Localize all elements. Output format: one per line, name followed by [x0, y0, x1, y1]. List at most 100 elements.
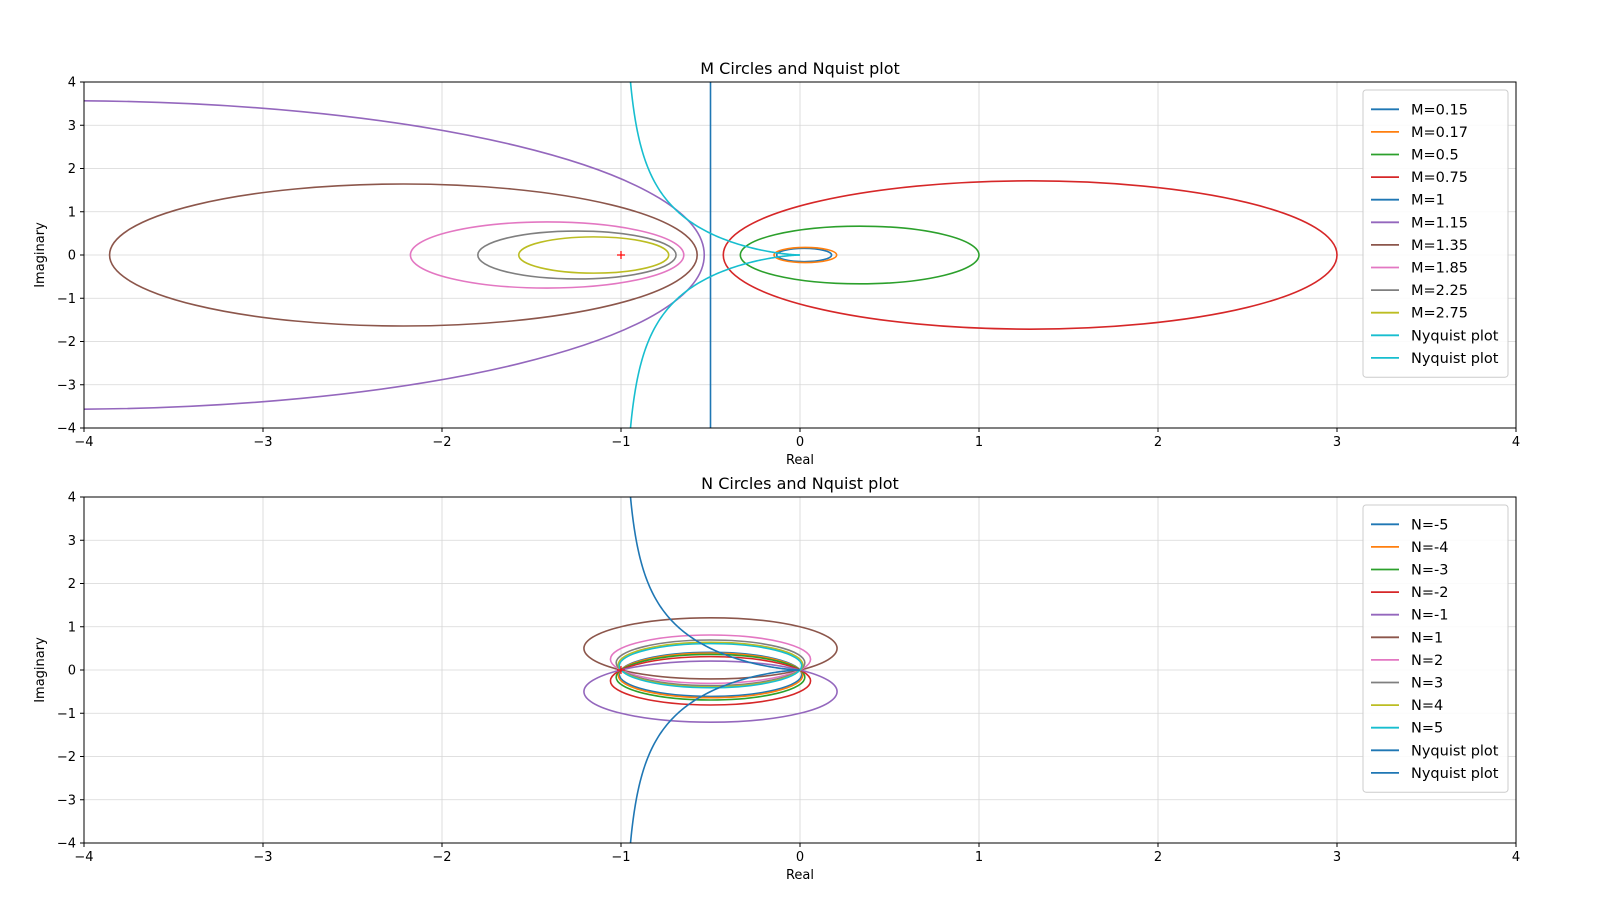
- legend-label: N=-4: [1411, 540, 1448, 556]
- legend-entry: N=-3: [1371, 563, 1448, 579]
- legend-entry: N=-5: [1371, 517, 1448, 533]
- y-tick-label: −3: [57, 378, 76, 393]
- chart-title: N Circles and Nquist plot: [701, 474, 899, 493]
- y-tick-label: −3: [57, 793, 76, 808]
- n-circles-plot: −4 −3 −2 −1 0 1 2 3 4 −4 −3 −2 −1 0 1 2 3 4 N Circles and…: [33, 474, 1520, 883]
- x-tick-label: −1: [611, 435, 630, 450]
- legend-label: Nyquist plot: [1411, 766, 1499, 782]
- legend-entry: M=2.25: [1371, 283, 1468, 299]
- series-nyquist-plot-lower: [629, 82, 800, 256]
- y-tick-label: −4: [57, 422, 76, 437]
- legend-entry: N=5: [1371, 721, 1443, 737]
- y-tick-label: 4: [68, 491, 76, 506]
- legend-label: N=3: [1411, 676, 1443, 692]
- y-tick-label: 0: [68, 249, 76, 264]
- series-m-1.85-circle: [409, 221, 685, 289]
- series-n--1-circle: [583, 660, 838, 724]
- series-n-2-circle: [609, 634, 812, 685]
- legend-entry: N=-4: [1371, 540, 1448, 556]
- legend-entry: N=-2: [1371, 585, 1448, 601]
- y-tick-label: −4: [57, 837, 76, 852]
- legend-label: N=2: [1411, 653, 1443, 669]
- series-m-2.75-circle: [517, 236, 670, 274]
- legend-label: M=0.75: [1411, 170, 1468, 186]
- series-n--4-circle: [617, 652, 804, 699]
- x-tick-label: 0: [796, 435, 804, 450]
- legend-label: Nyquist plot: [1411, 328, 1499, 344]
- series-n-1-circle: [583, 616, 838, 680]
- y-tick-label: 0: [68, 664, 76, 679]
- x-tick-label: 4: [1512, 435, 1520, 450]
- legend-box: [1362, 89, 1509, 378]
- x-tick-label: 1: [975, 435, 983, 450]
- x-tick-label: 2: [1154, 435, 1162, 450]
- legend-entry: M=1.35: [1371, 238, 1468, 254]
- legend-entry: M=1.85: [1371, 261, 1468, 277]
- y-tick-label: 4: [68, 76, 76, 91]
- series-m-0.75-circle: [722, 180, 1338, 330]
- x-tick-label: −4: [74, 850, 93, 865]
- x-tick-label: 0: [796, 850, 804, 865]
- legend-label: M=1.15: [1411, 215, 1468, 231]
- legend-label: N=-5: [1411, 517, 1448, 533]
- x-axis-label: Real: [786, 868, 814, 883]
- legend-label: N=5: [1411, 721, 1443, 737]
- legend-box: [1362, 504, 1509, 793]
- y-tick-label: 1: [68, 205, 76, 220]
- x-tick-label: 3: [1333, 850, 1341, 865]
- y-tick-label: −1: [57, 707, 76, 722]
- legend-label: M=1: [1411, 193, 1445, 209]
- legend: N=-5 N=-4 N=-3 N=-2 N=-1 N=1 N=2 N=3 N=4 N=5 Nyqui…: [1362, 504, 1509, 793]
- legend-entry: Nyquist plot: [1371, 328, 1499, 344]
- legend-entry: M=1.15: [1371, 215, 1468, 231]
- series-n--3-circle: [615, 653, 806, 701]
- legend-entry: N=-1: [1371, 608, 1448, 624]
- x-tick-label: −4: [74, 435, 93, 450]
- legend-entry: Nyquist plot: [1371, 743, 1499, 759]
- x-tick-label: 3: [1333, 435, 1341, 450]
- legend-label: N=-2: [1411, 585, 1448, 601]
- series-m-1.15-circle: [84, 100, 705, 410]
- x-tick-label: −2: [432, 435, 451, 450]
- legend-label: M=0.5: [1411, 148, 1459, 164]
- x-tick-label: −2: [432, 850, 451, 865]
- legend: M=0.15 M=0.17 M=0.5 M=0.75 M=1 M=1.15 M=1.35 M=…: [1362, 89, 1509, 378]
- series-m-2.25-circle: [477, 230, 677, 280]
- series-n-3-circle: [615, 639, 806, 687]
- series-layer: [583, 497, 838, 843]
- legend-entry: Nyquist plot: [1371, 766, 1499, 782]
- legend-entry: M=1: [1371, 193, 1445, 209]
- y-tick-label: −2: [57, 335, 76, 350]
- y-tick-label: 1: [68, 620, 76, 635]
- y-tick-label: 3: [68, 119, 76, 134]
- legend-label: M=1.85: [1411, 261, 1468, 277]
- x-tick-label: 2: [1154, 850, 1162, 865]
- ticks: −4 −3 −2 −1 0 1 2 3 4 −4 −3 −2 −1 0 1 2 3 4: [57, 76, 1520, 451]
- legend-label: N=-1: [1411, 608, 1448, 624]
- series-n-5-circle: [618, 642, 803, 689]
- legend-label: M=1.35: [1411, 238, 1468, 254]
- legend-label: M=2.75: [1411, 306, 1468, 322]
- x-tick-label: −3: [253, 435, 272, 450]
- legend-label: M=0.15: [1411, 102, 1468, 118]
- series-nyquist-plot-lower: [629, 497, 800, 671]
- legend-label: N=1: [1411, 630, 1443, 646]
- y-tick-label: −2: [57, 750, 76, 765]
- m-circles-plot: −4 −3 −2 −1 0 1 2 3 4 −4 −3 −2 −1 0 1 2 3 4 M Circles and…: [33, 59, 1520, 468]
- series-m-0.15-circle: [775, 247, 833, 263]
- y-axis-label: Imaginary: [33, 637, 48, 703]
- chart-title: M Circles and Nquist plot: [700, 59, 900, 78]
- legend-entry: M=0.75: [1371, 170, 1468, 186]
- legend-entry: M=0.5: [1371, 148, 1459, 164]
- legend-entry: N=1: [1371, 630, 1443, 646]
- critical-point-marker: [617, 666, 625, 674]
- series-m-0.17-circle: [773, 246, 838, 264]
- legend-label: Nyquist plot: [1411, 743, 1499, 759]
- x-tick-label: −3: [253, 850, 272, 865]
- legend-label: M=0.17: [1411, 125, 1468, 141]
- y-tick-label: 3: [68, 534, 76, 549]
- critical-point-marker: [617, 251, 625, 259]
- legend-entry: Nyquist plot: [1371, 351, 1499, 367]
- x-axis-label: Real: [786, 453, 814, 468]
